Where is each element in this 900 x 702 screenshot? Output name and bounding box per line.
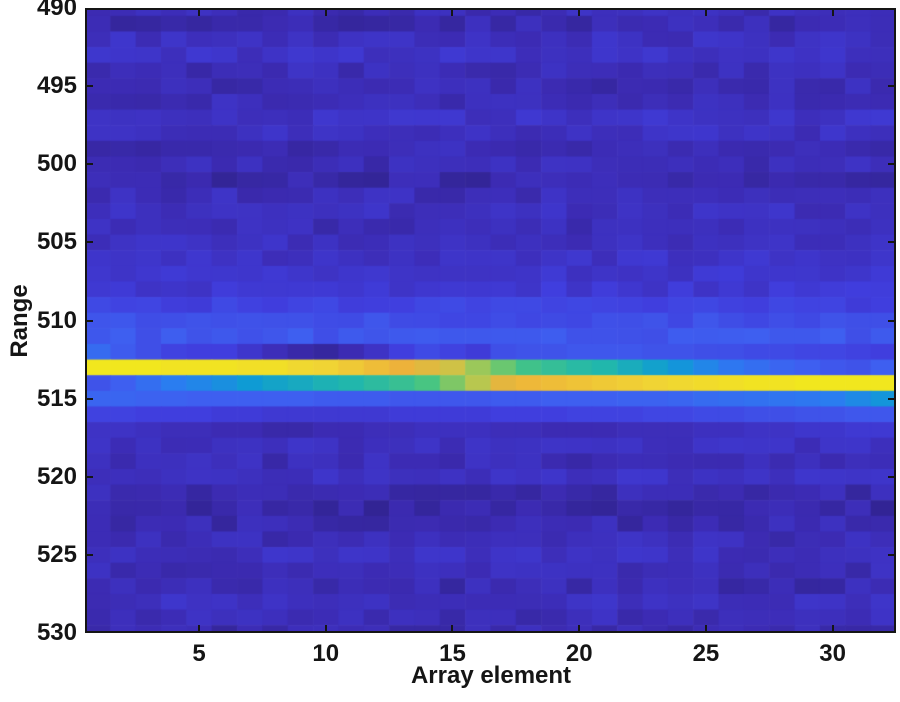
y-tick-right xyxy=(888,553,896,556)
y-tick xyxy=(85,397,93,400)
x-tick-top xyxy=(451,8,454,16)
y-tick xyxy=(85,8,93,10)
y-tick-label: 520 xyxy=(36,462,77,490)
x-tick xyxy=(324,625,327,633)
y-tick-label: 490 xyxy=(36,0,77,21)
x-tick-label: 10 xyxy=(312,640,340,667)
x-axis-label: Array element xyxy=(410,662,572,689)
x-tick-label: 30 xyxy=(819,640,846,667)
y-tick-right xyxy=(888,319,896,322)
x-tick-top xyxy=(704,8,707,16)
y-tick xyxy=(85,631,93,633)
plot-area xyxy=(85,8,896,633)
y-tick xyxy=(85,319,93,322)
y-tick-right xyxy=(888,397,896,400)
y-tick-label: 530 xyxy=(36,619,77,646)
y-tick-right xyxy=(888,85,896,88)
y-tick xyxy=(85,475,93,478)
y-tick xyxy=(85,85,93,88)
y-tick-label: 515 xyxy=(36,384,77,412)
y-tick xyxy=(85,553,93,556)
y-tick-label: 500 xyxy=(36,150,77,178)
x-tick-label: 15 xyxy=(439,640,466,667)
x-tick-top xyxy=(578,8,581,16)
y-axis-label: Range xyxy=(6,284,33,358)
y-tick-right xyxy=(888,241,896,244)
x-tick-label: 25 xyxy=(692,640,720,667)
x-tick-label: 20 xyxy=(565,640,593,667)
y-tick-label: 495 xyxy=(36,72,77,100)
x-tick xyxy=(831,625,834,633)
y-tick-right xyxy=(888,475,896,478)
y-tick-right xyxy=(888,631,896,633)
y-tick-label: 525 xyxy=(36,540,77,568)
x-tick-top xyxy=(198,8,201,16)
x-tick xyxy=(578,625,581,633)
x-tick-top xyxy=(831,8,834,16)
x-tick-label: 5 xyxy=(192,640,206,667)
y-tick xyxy=(85,163,93,166)
x-tick xyxy=(198,625,201,633)
x-tick xyxy=(704,625,707,633)
x-tick-top xyxy=(324,8,327,16)
y-tick-right xyxy=(888,163,896,166)
heatmap-canvas xyxy=(85,8,896,633)
y-tick-label: 510 xyxy=(36,306,77,334)
y-tick-label: 505 xyxy=(36,228,77,256)
y-tick-right xyxy=(888,8,896,10)
y-tick xyxy=(85,241,93,244)
x-tick xyxy=(451,625,454,633)
